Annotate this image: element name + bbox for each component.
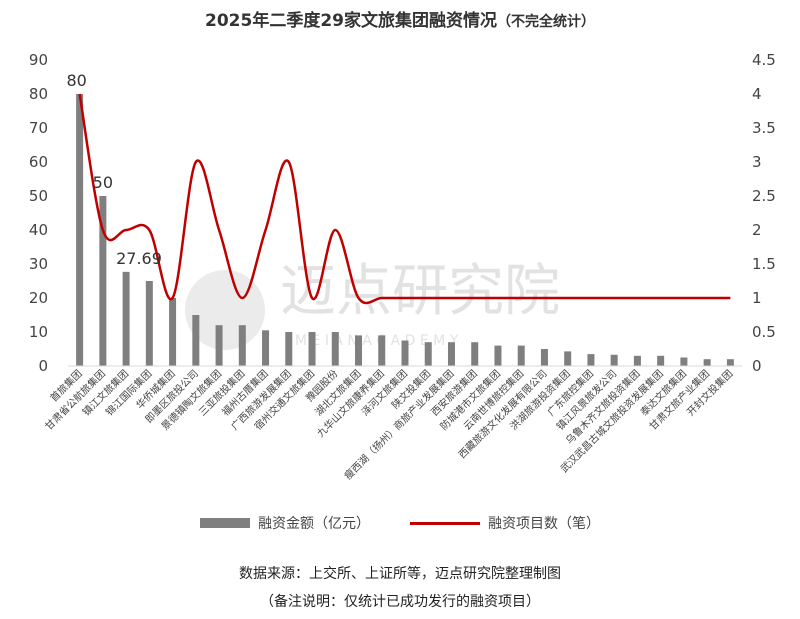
bar-28 [726,359,734,366]
bar-16 [447,342,455,366]
legend-line-swatch [410,521,480,525]
line-series [78,93,731,305]
y-right-tick-5: 2.5 [752,187,776,205]
legend-item-line: 融资项目数（笔） [410,513,600,533]
bar-10 [308,332,316,366]
bar-22 [587,354,595,366]
y-left-tick-8: 80 [29,85,48,103]
bar-1 [99,196,107,366]
bar-17 [471,342,479,366]
legend-item-bar: 融资金额（亿元） [200,513,370,533]
bar-14 [401,340,409,366]
bar-21 [564,351,572,366]
data-label-0: 80 [66,71,86,90]
legend: 融资金额（亿元） 融资项目数（笔） [0,513,800,533]
bar-24 [633,355,641,366]
bar-6 [215,325,223,366]
y-left-tick-0: 0 [38,357,48,375]
y-axis-left: 0 10 20 30 40 50 60 70 80 90 [29,51,48,375]
bar-series [76,94,734,366]
y-left-tick-3: 30 [29,255,48,273]
y-right-tick-8: 4 [752,85,762,103]
y-left-tick-7: 70 [29,119,48,137]
y-right-tick-4: 2 [752,221,762,239]
bar-26 [680,357,688,366]
legend-bar-swatch [200,518,250,528]
x-axis-categories: 首旅集团甘肃省公航旅集团镇江文旅集团锦江国际集团华侨城集团即墨区旅投公司景德镇陶… [42,367,735,482]
bar-12 [355,335,363,366]
bar-8 [262,330,270,366]
y-left-tick-4: 40 [29,221,48,239]
bar-2 [122,271,130,366]
y-axis-right: 0 0.5 1 1.5 2 2.5 3 3.5 4 4.5 [752,51,776,375]
y-left-tick-9: 90 [29,51,48,69]
bar-27 [703,359,711,366]
bar-13 [378,335,386,366]
bar-4 [169,298,177,366]
bar-7 [238,325,246,366]
y-right-tick-9: 4.5 [752,51,776,69]
data-label-2: 27.69 [116,249,162,268]
bar-5 [192,315,200,366]
data-label-1: 50 [93,173,113,192]
y-right-tick-3: 1.5 [752,255,776,273]
y-right-tick-0: 0 [752,357,762,375]
y-right-tick-7: 3.5 [752,119,776,137]
chart-title: 2025年二季度29家文旅集团融资情况（不完全统计） [0,6,800,31]
y-left-tick-2: 20 [29,289,48,307]
chart-title-main: 2025年二季度29家文旅集团融资情况 [205,11,497,31]
data-labels: 80 50 27.69 [66,71,161,268]
y-left-tick-6: 60 [29,153,48,171]
bar-23 [610,354,618,366]
source-note: 数据来源：上交所、上证所等，迈点研究院整理制图 [239,566,561,582]
y-left-tick-5: 50 [29,187,48,205]
bar-9 [285,332,293,366]
y-right-tick-1: 0.5 [752,323,776,341]
bar-18 [494,345,502,366]
legend-line-label: 融资项目数（笔） [488,516,600,532]
y-left-tick-1: 10 [29,323,48,341]
bar-3 [145,281,153,366]
bar-19 [517,345,525,366]
bar-0 [76,94,84,366]
line-path [78,93,731,305]
y-right-tick-2: 1 [752,289,762,307]
legend-bar-label: 融资金额（亿元） [258,516,370,532]
y-right-tick-6: 3 [752,153,762,171]
bar-20 [540,349,548,366]
chart-title-sub: （不完全统计） [496,14,595,30]
bar-11 [331,332,339,366]
bar-25 [657,355,665,366]
bar-15 [424,342,432,366]
remark-note: （备注说明：仅统计已成功发行的融资项目） [260,594,540,610]
